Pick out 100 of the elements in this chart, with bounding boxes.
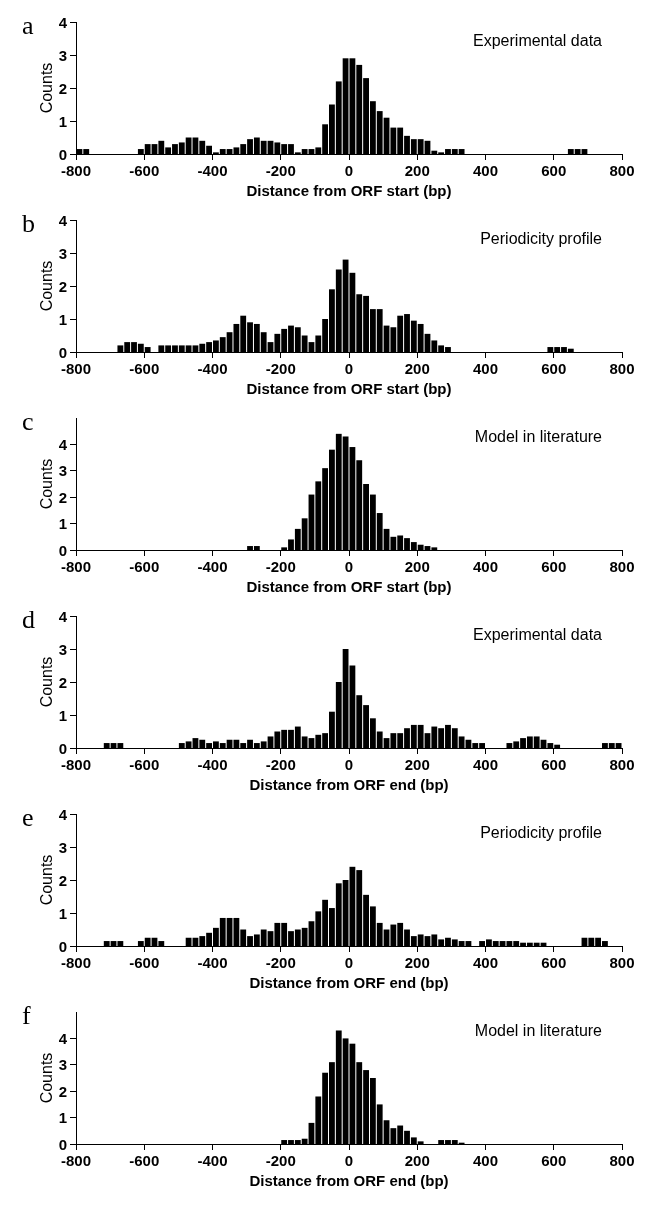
annotation: Periodicity profile <box>480 230 602 248</box>
x-tick-label: 600 <box>541 756 567 773</box>
y-tick-label: 2 <box>58 79 67 97</box>
x-tick-label: 0 <box>344 1152 354 1169</box>
x-axis-title: Distance from ORF end (bp) <box>249 1172 449 1189</box>
x-tick-label: 800 <box>609 162 635 179</box>
x-tick-label: -200 <box>265 756 296 773</box>
y-tick-label: 0 <box>58 1135 67 1153</box>
x-tick-label: -200 <box>265 360 296 377</box>
x-tick-label: 800 <box>609 756 635 773</box>
chart-title: b <box>22 209 35 238</box>
x-axis-title: Distance from ORF start (bp) <box>246 182 452 199</box>
y-axis-title: Counts <box>38 62 56 114</box>
x-tick-label: 600 <box>541 558 567 575</box>
x-axis-title: Distance from ORF end (bp) <box>249 776 449 793</box>
x-tick-label: -400 <box>197 954 228 971</box>
y-tick-label: 0 <box>58 739 67 757</box>
x-tick-label: 400 <box>472 360 499 377</box>
x-tick-label: -600 <box>129 162 160 179</box>
y-tick-label: 0 <box>58 145 67 163</box>
x-tick-label: -200 <box>265 1152 296 1169</box>
x-tick-label: 600 <box>541 1152 567 1169</box>
x-axis-title: Distance from ORF start (bp) <box>246 578 452 595</box>
annotation: Periodicity profile <box>480 824 602 842</box>
x-tick-label: -200 <box>265 162 296 179</box>
x-tick-label: 800 <box>609 1152 635 1169</box>
y-tick-label: 4 <box>58 435 67 453</box>
x-tick-label: 200 <box>404 162 430 179</box>
x-tick-label: -800 <box>60 162 92 179</box>
y-tick-label: 3 <box>58 640 67 658</box>
x-tick-label: -600 <box>129 756 160 773</box>
y-tick-label: 4 <box>58 211 67 229</box>
y-tick-label: 2 <box>58 871 67 889</box>
y-tick-label: 1 <box>58 310 67 328</box>
x-tick-label: -400 <box>197 1152 228 1169</box>
x-tick-label: -400 <box>197 360 228 377</box>
y-axis-title: Counts <box>38 854 56 906</box>
x-axis-title: Distance from ORF end (bp) <box>249 974 449 991</box>
y-tick-label: 0 <box>58 343 67 361</box>
x-tick-label: 0 <box>344 954 354 971</box>
x-tick-label: 200 <box>404 360 430 377</box>
y-tick-label: 1 <box>58 706 67 724</box>
y-tick-label: 3 <box>58 462 67 480</box>
annotation: Model in literature <box>474 428 602 446</box>
y-axis-title: Counts <box>38 656 56 708</box>
y-tick-label: 3 <box>58 1056 67 1074</box>
y-tick-label: 4 <box>58 1029 67 1047</box>
x-tick-label: 400 <box>472 558 499 575</box>
y-tick-label: 1 <box>58 515 67 533</box>
y-tick-label: 4 <box>58 607 67 625</box>
y-tick-label: 2 <box>58 1082 67 1100</box>
x-tick-label: 400 <box>472 756 499 773</box>
x-tick-label: -400 <box>197 756 228 773</box>
x-tick-label: 200 <box>404 1152 430 1169</box>
chart-title: f <box>22 1001 31 1030</box>
y-tick-label: 2 <box>58 673 67 691</box>
x-tick-label: 0 <box>344 558 354 575</box>
x-tick-label: -400 <box>197 558 228 575</box>
chart-title: a <box>22 11 34 40</box>
x-tick-label: -600 <box>129 1152 160 1169</box>
x-tick-label: 200 <box>404 954 430 971</box>
x-tick-label: 0 <box>344 360 354 377</box>
x-tick-label: 400 <box>472 1152 499 1169</box>
y-tick-label: 4 <box>58 805 67 823</box>
x-tick-label: 800 <box>609 360 635 377</box>
x-tick-label: -800 <box>60 954 92 971</box>
x-tick-label: -800 <box>60 756 92 773</box>
x-tick-label: -400 <box>197 162 228 179</box>
x-tick-label: -200 <box>265 954 296 971</box>
y-tick-label: 2 <box>58 488 67 506</box>
x-tick-label: -600 <box>129 954 160 971</box>
y-tick-label: 3 <box>58 838 67 856</box>
annotation: Experimental data <box>473 626 602 644</box>
x-axis-title: Distance from ORF start (bp) <box>246 380 452 397</box>
x-tick-label: 0 <box>344 756 354 773</box>
x-tick-label: 400 <box>472 954 499 971</box>
x-tick-label: 200 <box>404 756 430 773</box>
y-tick-label: 0 <box>58 937 67 955</box>
y-tick-label: 2 <box>58 277 67 295</box>
y-axis-title: Counts <box>38 260 56 312</box>
x-tick-label: 600 <box>541 954 567 971</box>
x-tick-label: -600 <box>129 360 160 377</box>
x-tick-label: 600 <box>541 360 567 377</box>
annotation: Experimental data <box>473 32 602 50</box>
y-tick-label: 1 <box>58 904 67 922</box>
chart-title: e <box>22 803 34 832</box>
x-tick-label: 800 <box>609 558 635 575</box>
x-tick-label: 0 <box>344 162 354 179</box>
x-tick-label: -600 <box>129 558 160 575</box>
chart-title: d <box>22 605 35 634</box>
y-tick-label: 4 <box>58 13 67 31</box>
x-tick-label: -800 <box>60 360 92 377</box>
y-tick-label: 1 <box>58 112 67 130</box>
x-tick-label: -200 <box>265 558 296 575</box>
x-tick-label: 400 <box>472 162 499 179</box>
y-tick-label: 1 <box>58 1109 67 1127</box>
x-tick-label: 800 <box>609 954 635 971</box>
y-tick-label: 3 <box>58 244 67 262</box>
x-tick-label: 200 <box>404 558 430 575</box>
x-tick-label: 600 <box>541 162 567 179</box>
